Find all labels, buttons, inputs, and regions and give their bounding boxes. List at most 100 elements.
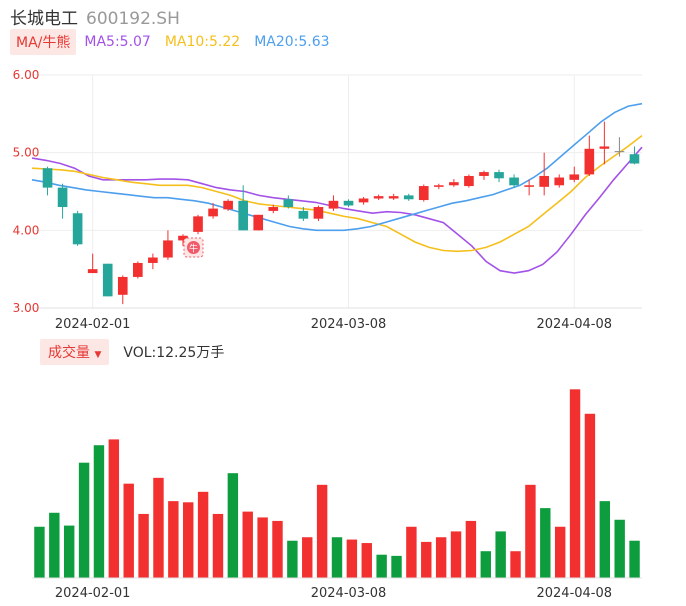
candle-body (193, 216, 203, 232)
candle (358, 196, 369, 205)
candle-body (148, 257, 158, 263)
x-tick-label: 2024-03-08 (311, 317, 387, 332)
candle (117, 275, 128, 305)
candle-body (72, 213, 83, 245)
volume-toggle-button[interactable]: 成交量 ▼ (40, 339, 110, 365)
volume-bars (34, 389, 640, 578)
volume-bar (540, 508, 551, 578)
candle-body (102, 263, 113, 297)
candle-body (268, 207, 279, 211)
volume-x-tick-label: 2024-02-01 (55, 586, 131, 601)
candle (102, 263, 113, 297)
volume-bar (525, 484, 536, 578)
stock-name: 长城电工 (10, 9, 78, 29)
candle-body (569, 174, 580, 180)
candle (238, 185, 248, 231)
volume-bar (153, 477, 164, 578)
candle (403, 193, 414, 201)
candle-body (494, 172, 504, 179)
volume-legend: 成交量 ▼ VOL:12.25万手 (40, 339, 224, 365)
candle-body (328, 200, 339, 209)
candle (524, 179, 534, 196)
volume-bar (272, 520, 283, 578)
candle (208, 203, 218, 219)
candle-body (178, 235, 188, 241)
candle (343, 199, 354, 208)
candle (629, 146, 640, 165)
candle-body (388, 196, 399, 199)
candle-body (253, 214, 264, 231)
ma-toggle-button[interactable]: MA/牛熊 (10, 29, 77, 55)
volume-bar (183, 502, 194, 578)
y-tick-label: 5.00 (13, 146, 40, 160)
candle-body (614, 151, 625, 153)
volume-bar (450, 531, 462, 578)
candle (328, 195, 339, 211)
stock-code: 600192.SH (86, 9, 180, 29)
candle-body (117, 276, 128, 295)
volume-bar (227, 473, 239, 578)
candle-body (434, 185, 444, 187)
volume-bar (554, 526, 566, 578)
candle-body (464, 175, 474, 187)
volume-bar (421, 541, 432, 578)
svg-text:牛: 牛 (189, 243, 198, 255)
candle-body (403, 195, 414, 200)
volume-bar (346, 539, 358, 578)
candle (193, 214, 203, 235)
candle (223, 199, 233, 211)
price-x-axis: 2024-02-01 2024-03-08 2024-04-08 (55, 317, 612, 332)
y-tick-label: 4.00 (13, 223, 40, 237)
candle (163, 230, 173, 260)
candle (569, 166, 580, 183)
candle-body (298, 210, 309, 219)
candle (614, 137, 625, 157)
candle-body (42, 168, 53, 188)
y-tick-label: 3.00 (13, 301, 40, 315)
candle-body (629, 154, 640, 164)
candle (599, 121, 610, 165)
candle (464, 174, 474, 188)
candle (178, 234, 188, 246)
candle-body (509, 177, 519, 186)
candle-body (208, 208, 218, 217)
candle-body (223, 200, 233, 210)
x-tick-label: 2024-04-08 (536, 317, 612, 332)
candle (283, 195, 294, 209)
ma5-label: MA5:5.07 (84, 34, 151, 50)
candle-body (584, 148, 595, 175)
candle (87, 253, 98, 274)
x-tick-label: 2024-02-01 (55, 317, 131, 332)
candle-body (163, 240, 173, 258)
ma-line-ma20 (31, 102, 643, 232)
volume-x-axis: 2024-02-01 2024-03-08 2024-04-08 (32, 577, 642, 601)
volume-bar (316, 484, 328, 578)
volume-bar (93, 445, 105, 578)
volume-bar (569, 389, 581, 578)
volume-bar (584, 413, 596, 578)
candle (72, 210, 83, 246)
volume-bar (257, 517, 268, 578)
volume-bar (599, 501, 611, 578)
candle-body (449, 182, 459, 186)
candle (148, 253, 158, 270)
candle (539, 152, 549, 196)
candle-body (373, 196, 384, 199)
candle (57, 183, 68, 219)
volume-bar (287, 540, 298, 578)
volume-bar (302, 537, 313, 578)
volume-x-tick-label: 2024-04-08 (536, 586, 612, 601)
ma-legend: MA/牛熊 MA5:5.07 MA10:5.22 MA20:5.63 (10, 29, 344, 55)
volume-bar (629, 540, 640, 578)
moving-average-lines (31, 102, 643, 274)
volume-bar (510, 551, 521, 578)
candle (42, 166, 53, 196)
volume-toggle-label: 成交量 (48, 345, 90, 361)
volume-bar (495, 531, 506, 578)
candle-body (539, 175, 549, 187)
candle (313, 205, 324, 222)
dropdown-arrow-icon: ▼ (94, 350, 102, 360)
candle-body (554, 177, 565, 186)
candle (253, 214, 264, 231)
